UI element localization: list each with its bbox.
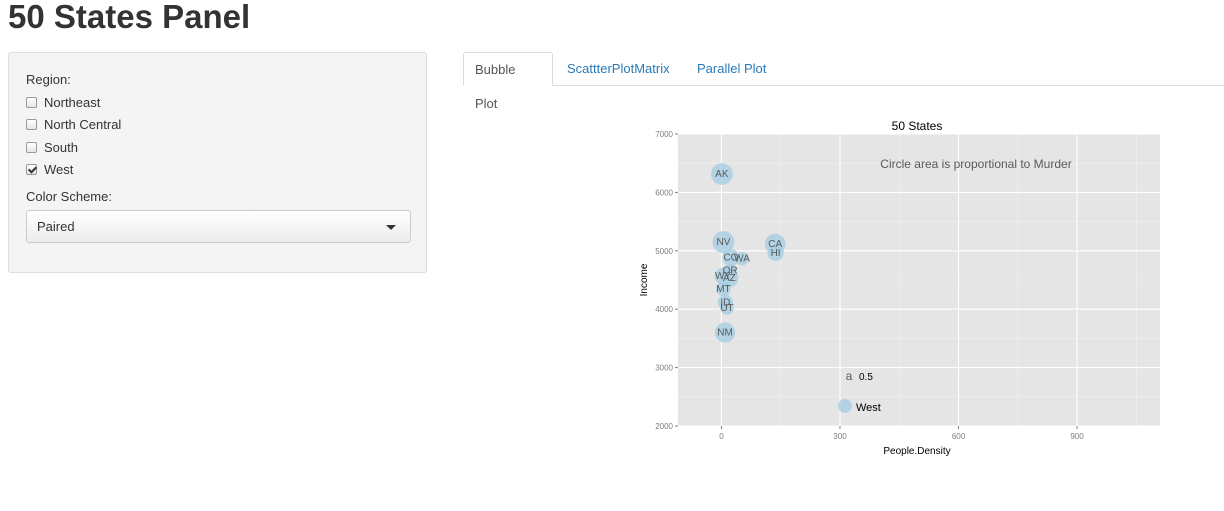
y-tick-label: 4000 bbox=[655, 305, 673, 314]
data-point-label: CA bbox=[768, 239, 782, 250]
x-tick-label: 900 bbox=[1070, 432, 1084, 441]
data-point bbox=[767, 244, 784, 262]
tab-bubble-plot[interactable]: Bubble Plot bbox=[463, 52, 553, 111]
data-point bbox=[710, 163, 733, 185]
data-point-label: ID bbox=[720, 297, 730, 308]
data-point-label: CO bbox=[723, 253, 738, 264]
data-point bbox=[716, 281, 731, 297]
region-checkbox-south[interactable]: South bbox=[26, 138, 78, 156]
region-west-label: West bbox=[44, 161, 74, 177]
data-point-label: NM bbox=[717, 328, 733, 339]
chart-annotation: Circle area is proportional to Murder bbox=[880, 157, 1071, 171]
x-axis-label: People.Density bbox=[883, 446, 950, 457]
data-point bbox=[720, 301, 734, 315]
color-scheme-value: Paired bbox=[37, 219, 75, 234]
data-point bbox=[714, 322, 736, 343]
data-point bbox=[722, 249, 740, 267]
tab-bar: Bubble Plot ScattterPlotMatrix Parallel … bbox=[463, 52, 1224, 111]
tab-divider bbox=[463, 85, 1224, 86]
checkbox-northeast[interactable] bbox=[26, 96, 37, 108]
data-point-label: HI bbox=[771, 248, 781, 259]
legend-size-key-symbol: a bbox=[846, 369, 853, 383]
y-tick-label: 6000 bbox=[655, 188, 673, 197]
region-northeast-label: Northeast bbox=[44, 94, 101, 110]
legend-size-key-label: 0.5 bbox=[859, 372, 873, 383]
chevron-down-icon[interactable] bbox=[386, 225, 396, 230]
chart-legend: a 0.5 West bbox=[838, 369, 881, 414]
region-south-label: South bbox=[44, 139, 78, 155]
x-tick-label: 300 bbox=[833, 432, 847, 441]
y-tick-label: 3000 bbox=[655, 364, 673, 373]
tab-parallel-plot[interactable]: Parallel Plot bbox=[697, 61, 767, 76]
data-point-label: WA bbox=[734, 254, 750, 265]
sidebar-panel: Region: Northeast North Central South We… bbox=[8, 52, 427, 273]
checkbox-south[interactable] bbox=[26, 141, 37, 153]
y-tick-label: 2000 bbox=[655, 422, 673, 431]
region-north-central-label: North Central bbox=[44, 116, 122, 132]
data-point-label: UT bbox=[720, 303, 733, 314]
x-tick-label: 0 bbox=[719, 432, 724, 441]
data-point-label: MT bbox=[716, 284, 730, 295]
tab-scatter-plot-matrix[interactable]: ScattterPlotMatrix bbox=[567, 61, 670, 76]
color-scheme-label: Color Scheme: bbox=[26, 189, 112, 204]
data-point-label: AZ bbox=[723, 273, 736, 284]
data-point-label: AK bbox=[715, 169, 729, 180]
y-tick-label: 5000 bbox=[655, 247, 673, 256]
data-point-label: NV bbox=[716, 237, 730, 248]
y-tick-label: 7000 bbox=[655, 130, 673, 139]
y-axis-label: Income bbox=[639, 263, 650, 296]
x-tick-label: 600 bbox=[952, 432, 966, 441]
legend-color-key-swatch bbox=[838, 399, 852, 413]
data-point bbox=[735, 252, 749, 266]
region-checkbox-west[interactable]: West bbox=[26, 160, 73, 178]
bubble-plot: 0 300 600 900 2000 3000 4000 5000 6000 7000 AK NV C… bbox=[639, 119, 1160, 457]
data-point bbox=[712, 231, 735, 254]
data-point-label: OR bbox=[723, 266, 738, 277]
region-checkbox-northeast[interactable]: Northeast bbox=[26, 93, 100, 111]
chart-title: 50 States bbox=[892, 119, 943, 133]
color-scheme-select[interactable]: Paired bbox=[26, 210, 411, 243]
region-checkbox-north-central[interactable]: North Central bbox=[26, 115, 121, 133]
data-point-label: WY bbox=[715, 271, 731, 282]
checkbox-north-central[interactable] bbox=[26, 118, 37, 130]
app-title: 50 States Panel bbox=[8, 0, 251, 35]
checkbox-west[interactable] bbox=[26, 163, 37, 175]
region-label: Region: bbox=[26, 72, 71, 87]
legend-color-key-label: West bbox=[856, 402, 881, 414]
